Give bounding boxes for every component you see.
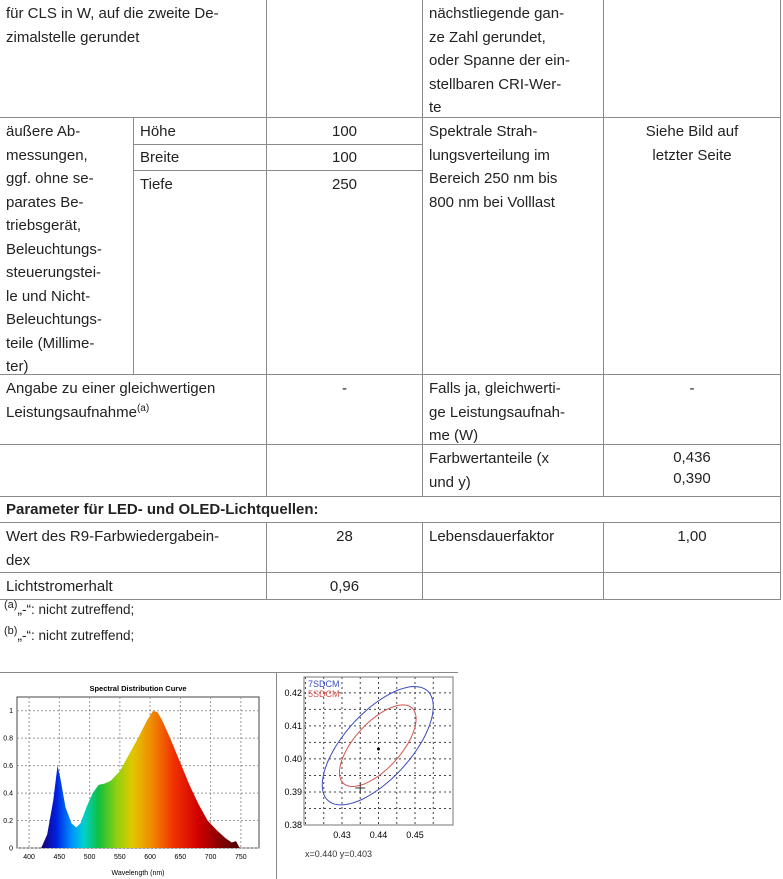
chart-title: Spectral Distribution Curve — [89, 684, 186, 693]
measured-point — [377, 747, 380, 751]
plot-frame — [303, 676, 454, 826]
r1-value2 — [603, 0, 781, 118]
r1-label: für CLS in W, auf die zweite De- zimalst… — [0, 0, 267, 118]
ellipse-7sdcm — [321, 685, 434, 806]
x-axis-label: Wavelength (nm) — [111, 870, 164, 877]
r4-empty2 — [266, 444, 423, 497]
r7-empty — [422, 572, 604, 600]
y-tick-label: 0.38 — [284, 820, 302, 830]
chromaticity-label: Farbwertanteile (x und y) — [422, 444, 604, 497]
equiv-power-w-label: Falls ja, gleichwerti- ge Leistungsaufna… — [422, 374, 604, 445]
y-tick-label: 0.42 — [284, 688, 302, 698]
y-tick-label: 0.41 — [284, 721, 302, 731]
coordinate-readout: x=0.440 y=0.403 — [305, 849, 372, 859]
x-tick-label: 450 — [54, 854, 66, 861]
x-tick-label: 400 — [23, 854, 35, 861]
x-tick-label: 0.43 — [333, 830, 351, 840]
equiv-power-w-value: - — [603, 374, 781, 445]
y-tick-label: 0.6 — [3, 763, 13, 770]
footnote-mark: (b) — [4, 625, 18, 637]
spectral-distribution-chart: Spectral Distribution Curve Wavelength (… — [3, 684, 260, 877]
legend-label: 7SDCM — [308, 679, 340, 689]
equiv-power-text: Angabe zu einer gleichwertigen Leistungs… — [6, 380, 216, 421]
spectrum-value: Siehe Bild auf letzter Seite — [603, 117, 781, 375]
x-tick-label: 600 — [144, 854, 156, 861]
dim-tiefe-value: 250 — [266, 170, 423, 375]
chromaticity-ellipse-chart: 0.43 0.44 0.45 0.42 0.41 0.40 0.39 0.38 7SDCM5S… — [284, 676, 454, 859]
r4-empty — [0, 444, 267, 497]
x-tick-label: 550 — [114, 854, 126, 861]
y-tick-label: 0.4 — [3, 791, 13, 798]
y-tick-label: 0.40 — [284, 754, 302, 764]
lumen-maintenance-value: 0,96 — [266, 572, 423, 600]
r7-empty2 — [603, 572, 781, 600]
chromaticity-value: 0,436 0,390 — [603, 444, 781, 497]
spectrum-area — [41, 710, 240, 848]
ellipse-5sdcm — [338, 704, 417, 788]
dimensions-label: äußere Ab- messungen, ggf. ohne se- para… — [0, 117, 134, 375]
x-tick-label: 500 — [84, 854, 96, 861]
footnote-ref: (a) — [136, 402, 150, 414]
x-tick-label: 0.44 — [370, 830, 388, 840]
lifetime-factor-label: Lebensdauerfaktor — [422, 522, 604, 573]
target-cross-icon — [355, 783, 366, 793]
lumen-maintenance-label: Lichtstromerhalt — [0, 572, 267, 600]
x-tick-label: 750 — [235, 854, 247, 861]
footnote-b: (b)„-“: nicht zutreffend; — [4, 625, 135, 644]
y-tick-label: 1 — [9, 708, 13, 715]
dim-hoehe-label: Höhe — [133, 117, 267, 145]
x-tick-label: 700 — [205, 854, 217, 861]
r1-value — [266, 0, 423, 118]
equiv-power-value: - — [266, 374, 423, 445]
figure-divider-top — [0, 672, 458, 673]
y-tick-label: 0 — [9, 846, 13, 853]
y-tick-label: 0.39 — [284, 787, 302, 797]
footnote-text: „-“: nicht zutreffend; — [17, 628, 135, 643]
footnote-mark: (a) — [4, 599, 18, 611]
footnote-a: (a)„-“: nicht zutreffend; — [4, 599, 135, 618]
figure-divider-mid — [276, 672, 277, 879]
dim-breite-label: Breite — [133, 144, 267, 171]
spectrum-label: Spektrale Strah- lungsverteilung im Bere… — [422, 117, 604, 375]
dim-hoehe-value: 100 — [266, 117, 423, 145]
y-tick-label: 0.2 — [3, 818, 13, 825]
x-tick-label: 650 — [175, 854, 187, 861]
r9-value: 28 — [266, 522, 423, 573]
x-tick-label: 0.45 — [406, 830, 424, 840]
y-tick-label: 0.8 — [3, 736, 13, 743]
dim-breite-value: 100 — [266, 144, 423, 171]
lifetime-factor-value: 1,00 — [603, 522, 781, 573]
legend-label: 5SDCM — [308, 689, 340, 699]
footnote-text: „-“: nicht zutreffend; — [17, 602, 135, 617]
r1-label2: nächstliegende gan- ze Zahl gerundet, od… — [422, 0, 604, 118]
equiv-power-label: Angabe zu einer gleichwertigen Leistungs… — [0, 374, 267, 445]
led-section-header: Parameter für LED- und OLED-Lichtquellen… — [0, 496, 781, 523]
dim-tiefe-label: Tiefe — [133, 170, 267, 375]
r9-label: Wert des R9-Farbwiedergabein- dex — [0, 522, 267, 573]
